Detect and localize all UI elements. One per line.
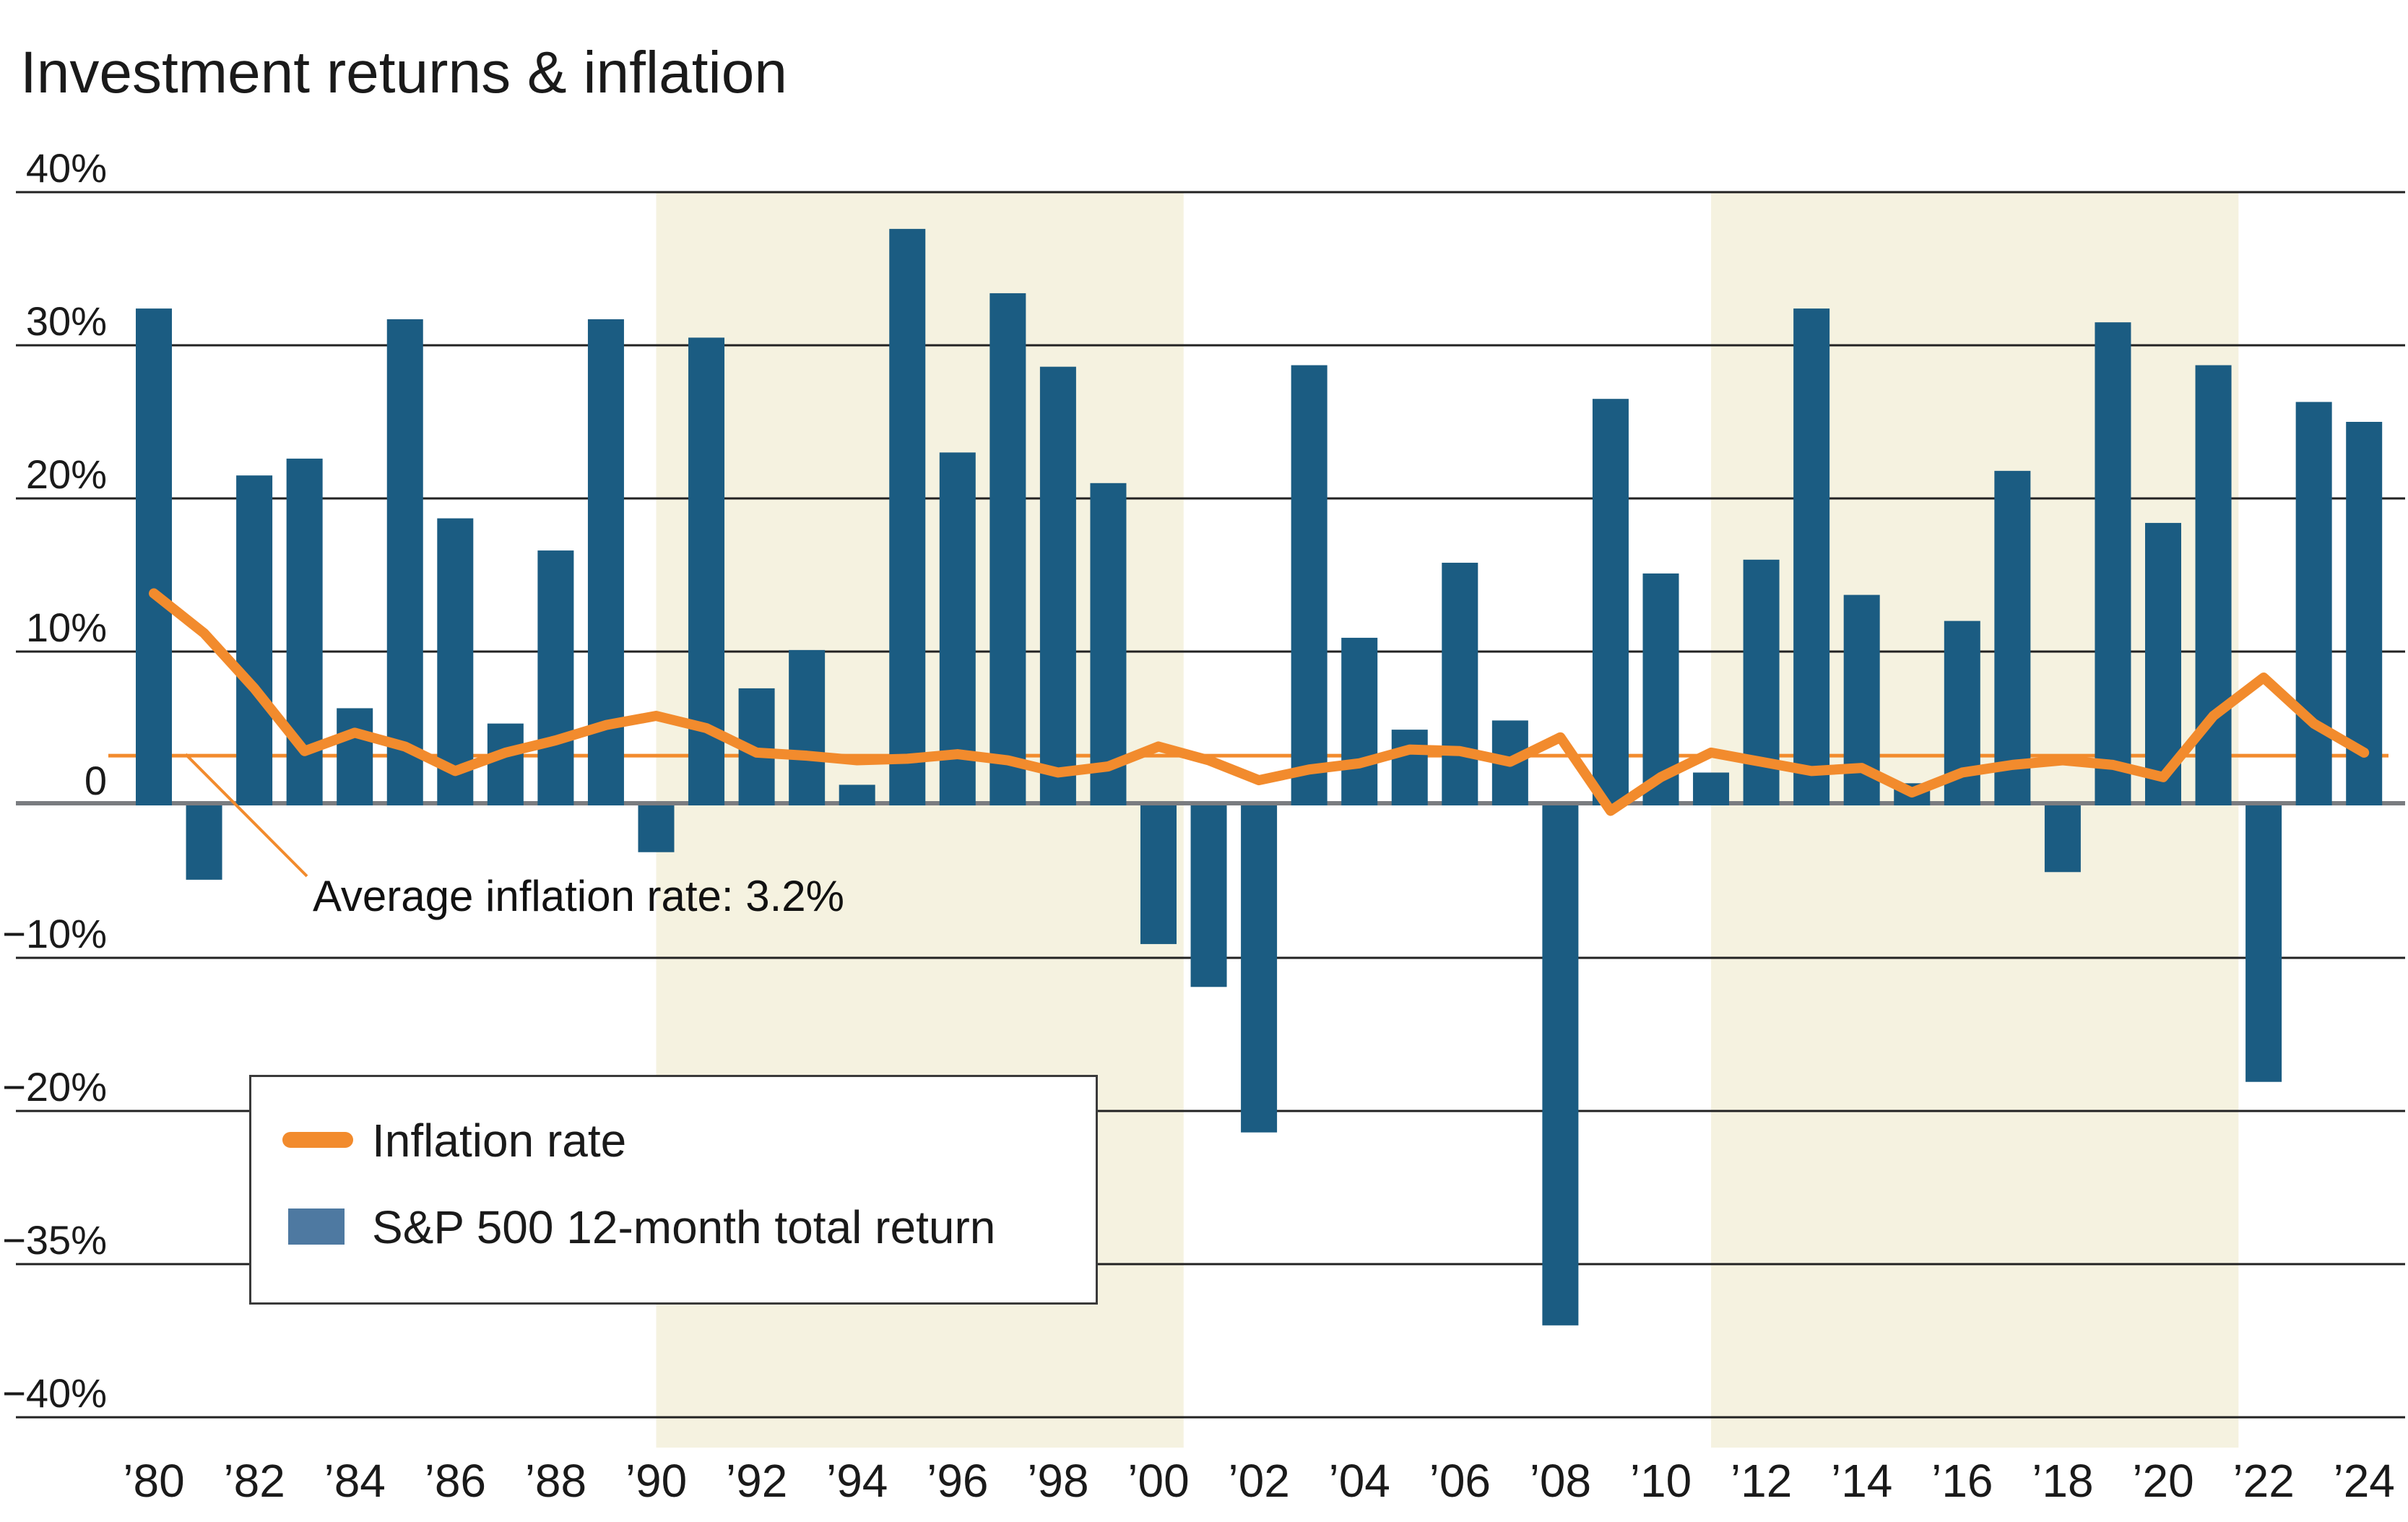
y-axis-label--20: −20% (2, 1064, 107, 1110)
x-axis-label-2018: ’18 (2032, 1455, 2093, 1507)
y-axis-label--10: −10% (2, 911, 107, 956)
y-axis-label--40: −40% (2, 1370, 107, 1416)
bar-2017 (1994, 470, 2031, 805)
y-axis-label-40: 40% (26, 145, 107, 191)
bar-1993 (789, 649, 826, 805)
inflation-rate-line (149, 588, 2370, 816)
x-axis-label-2006: ’06 (1429, 1455, 1491, 1507)
bar-2013 (1793, 308, 1830, 805)
bar-1994 (839, 784, 875, 805)
inflation-line-swatch-icon (282, 1132, 353, 1148)
bar-1982 (236, 475, 273, 805)
x-axis-label-2000: ’00 (1127, 1455, 1189, 1507)
bar-2023 (2295, 402, 2332, 805)
legend-sp500-label: S&P 500 12-month total return (372, 1201, 996, 1253)
bar-1987 (487, 723, 524, 805)
highlight-band-2 (1711, 192, 2239, 1448)
x-axis-label-1982: ’82 (223, 1455, 285, 1507)
x-axis-label-1990: ’90 (625, 1455, 687, 1507)
bar-2008 (1542, 805, 1579, 1326)
y-axis-label-30: 30% (26, 298, 107, 344)
x-axis-label-2010: ’10 (1630, 1455, 1692, 1507)
x-axis-label-2016: ’16 (1931, 1455, 1993, 1507)
x-axis-label-1980: ’80 (123, 1455, 184, 1507)
x-axis-label-2014: ’14 (1831, 1455, 1892, 1507)
annotation-leader-line (184, 753, 308, 878)
bar-1980 (136, 308, 172, 805)
bar-1981 (186, 805, 222, 880)
x-axis-label-1994: ’94 (826, 1455, 888, 1507)
chart-title: Investment returns & inflation (20, 40, 787, 105)
bar-1995 (889, 228, 926, 805)
bar-2002 (1241, 805, 1278, 1133)
bar-2022 (2245, 805, 2282, 1082)
bar-1985 (386, 319, 423, 806)
x-axis-label-1996: ’96 (927, 1455, 988, 1507)
sp500-bar-swatch-icon (288, 1208, 345, 1245)
x-axis-label-2024: ’24 (2333, 1455, 2394, 1507)
x-axis-label-1986: ’86 (425, 1455, 486, 1507)
bar-1998 (1039, 366, 1076, 805)
bar-1986 (437, 518, 474, 805)
zero-axis-line (16, 801, 2405, 805)
bar-2009 (1592, 399, 1629, 805)
bar-2021 (2195, 365, 2232, 805)
bar-1997 (989, 293, 1026, 805)
x-axis-label-1988: ’88 (525, 1455, 586, 1507)
bar-2001 (1190, 805, 1227, 987)
y-axis-label-0: 0 (85, 758, 107, 803)
average-inflation-annotation: Average inflation rate: 3.2% (313, 872, 845, 920)
bar-1988 (537, 550, 574, 805)
bar-1984 (337, 708, 373, 805)
x-axis-label-1992: ’92 (726, 1455, 787, 1507)
bar-2011 (1693, 772, 1730, 805)
y-axis-label-20: 20% (26, 451, 107, 497)
x-axis-label-2012: ’12 (1731, 1455, 1792, 1507)
x-axis-label-2008: ’08 (1530, 1455, 1591, 1507)
legend-inflation-label: Inflation rate (372, 1115, 627, 1167)
bar-1990 (638, 805, 675, 852)
x-axis-label-2022: ’22 (2232, 1455, 2294, 1507)
x-axis-label-2020: ’20 (2132, 1455, 2193, 1507)
bar-2000 (1140, 805, 1177, 944)
y-axis-label--35: −35% (2, 1217, 107, 1263)
bar-2006 (1442, 563, 1478, 805)
y-axis-label-10: 10% (26, 605, 107, 650)
x-axis-label-2002: ’02 (1228, 1455, 1289, 1507)
x-axis-label-1998: ’98 (1027, 1455, 1088, 1507)
bar-1996 (939, 452, 976, 805)
x-axis-label-2004: ’04 (1328, 1455, 1390, 1507)
bar-2018 (2044, 805, 2081, 873)
bar-2005 (1391, 730, 1428, 805)
bar-2019 (2095, 322, 2131, 805)
legend-box: Inflation rate S&P 500 12-month total re… (249, 1075, 1098, 1305)
bar-2003 (1291, 365, 1328, 805)
bar-1999 (1090, 483, 1127, 805)
bar-2004 (1341, 637, 1378, 805)
x-axis-label-1984: ’84 (324, 1455, 385, 1507)
